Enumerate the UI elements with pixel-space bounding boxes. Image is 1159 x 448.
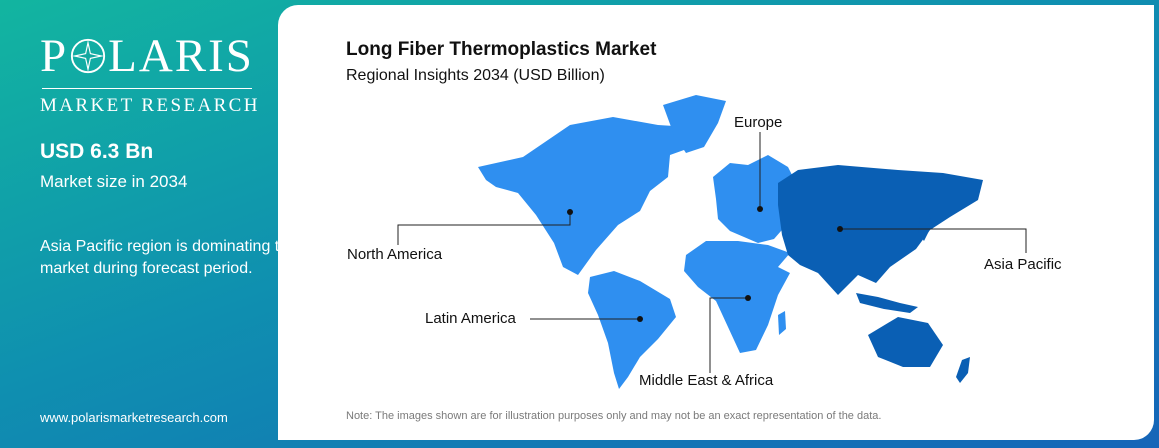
disclaimer-note: Note: The images shown are for illustrat… [346, 410, 882, 422]
region-markers [567, 206, 843, 322]
marker-north-america [567, 209, 573, 215]
label-north-america: North America [347, 246, 443, 263]
madagascar-region [778, 311, 786, 335]
logo-subtitle: MARKET RESEARCH [40, 95, 260, 116]
leader-north-america [397, 212, 571, 245]
card-subtitle: Regional Insights 2034 (USD Billion) [346, 67, 605, 84]
marker-middle-east-africa [745, 295, 751, 301]
japan-region [918, 209, 932, 241]
logo-letter-p: P [40, 30, 69, 82]
middle-east-africa-region[interactable] [684, 241, 790, 353]
logo-letters-laris: LARIS [108, 30, 254, 82]
marker-asia-pacific [837, 226, 843, 232]
market-size-label: Market size in 2034 [40, 172, 188, 191]
world-map: North America Europe Asia Pacific Latin … [347, 95, 1062, 389]
logo-wordmark: P LARIS [40, 30, 260, 82]
greenland-region [663, 95, 726, 153]
polaris-logo[interactable]: P LARIS MARKET RESEARCH [40, 30, 260, 117]
marker-europe [757, 206, 763, 212]
logo-divider [42, 88, 252, 89]
label-asia-pacific: Asia Pacific [984, 256, 1062, 273]
card-title: Long Fiber Thermoplastics Market [346, 39, 657, 60]
europe-region[interactable] [713, 155, 798, 243]
market-size-value: USD 6.3 Bn [40, 140, 154, 163]
dominant-region-insight: Asia Pacific region is dominating the ma… [40, 238, 298, 277]
latin-america-region[interactable] [588, 271, 676, 389]
leader-lines [397, 132, 1027, 373]
label-latin-america: Latin America [425, 310, 517, 327]
left-panel: P LARIS MARKET RESEARCH USD 6.3 Bn Marke… [0, 0, 300, 448]
marker-latin-america [637, 316, 643, 322]
southeast-asia-islands-region [856, 293, 918, 313]
regional-insights-card: Long Fiber Thermoplastics Market Regiona… [278, 5, 1154, 440]
asia-pacific-region[interactable] [778, 165, 983, 295]
website-link[interactable]: www.polarismarketresearch.com [40, 410, 228, 425]
australia-region [868, 317, 943, 367]
new-zealand-region [956, 357, 970, 383]
compass-star-icon [71, 38, 106, 74]
label-europe: Europe [734, 114, 782, 131]
north-america-region[interactable] [478, 117, 706, 275]
leader-asia-pacific [840, 228, 1027, 253]
leader-middle-east-africa [709, 297, 748, 373]
label-middle-east-africa: Middle East & Africa [639, 372, 774, 389]
